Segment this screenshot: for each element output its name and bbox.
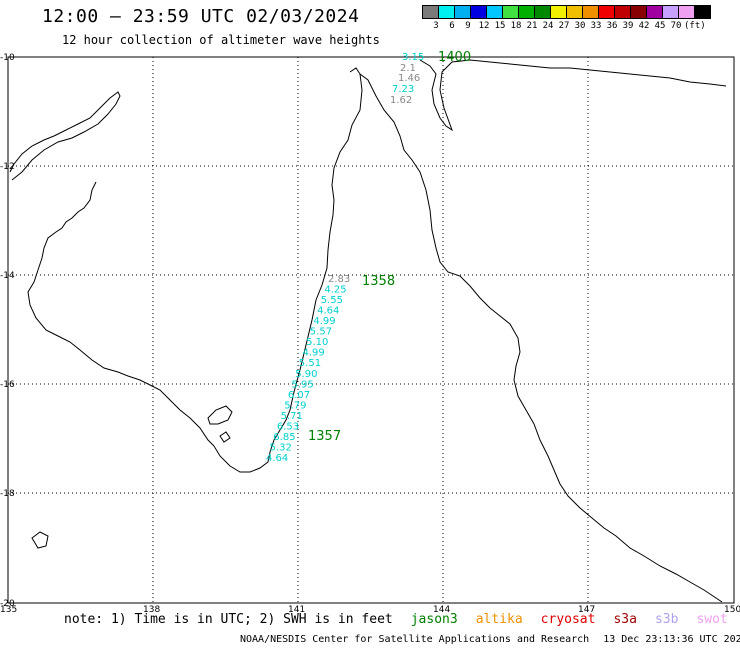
scale-label: 45 [654, 21, 666, 31]
scale-swatch [694, 5, 711, 19]
wave-height-label: 5.71 [281, 411, 303, 422]
color-scale-labels: 3 6 9 12 15 18 21 24 27 30 33 36 39 42 45 70 (ft) [428, 21, 706, 31]
mornington-island [219, 431, 231, 443]
wave-height-label: 5.90 [295, 369, 317, 380]
wave-height-label: 2.83 [328, 274, 350, 285]
scale-label: 33 [590, 21, 602, 31]
coastline [9, 59, 727, 603]
satellite-legend: jason3 altika cryosat s3a s3b swot [393, 612, 728, 627]
wave-height-label: 6.07 [288, 390, 310, 401]
satellite-legend-item: s3b [654, 612, 679, 627]
credit-line: NOAA/NESDIS Center for Satellite Applica… [240, 634, 740, 645]
x-tick-label: 135 [0, 605, 17, 615]
satellite-legend-item: altika [475, 612, 523, 627]
arnhem-coast [9, 91, 121, 181]
wave-height-label: 7.23 [392, 84, 414, 95]
footer-note: note: 1) Time is in UTC; 2) SWH is in fe… [64, 612, 728, 627]
island-left [31, 531, 49, 549]
x-tick-label: 141 [288, 605, 305, 615]
wave-height-label: 5.95 [292, 379, 314, 390]
map-title: 12:00 – 23:59 UTC 02/03/2024 [42, 6, 360, 27]
x-tick-label: 150 [724, 605, 740, 615]
axis-tick-labels: 135 138 141 144 147 150 -10 -12 -14 -16 -18 -20 [0, 53, 740, 615]
pass-time-label: 1357 [308, 429, 341, 444]
north-pass-labels: 3.152.11.467.231.62 [390, 52, 424, 106]
cape-york-west-coast [27, 67, 363, 473]
torres-strait-coast [419, 59, 727, 132]
wellesley-islands [207, 405, 233, 425]
timestamp: 13 Dec 23:13:36 UTC 2024 [603, 634, 740, 645]
wave-height-label: 5.57 [310, 327, 332, 338]
satellite-legend-item: swot [696, 612, 728, 627]
scale-label: 36 [606, 21, 618, 31]
scale-label: 42 [638, 21, 650, 31]
scale-label: 12 [478, 21, 490, 31]
x-tick-label: 144 [433, 605, 450, 615]
scale-label: 24 [542, 21, 554, 31]
wave-height-label: 5.51 [299, 358, 321, 369]
wave-height-color-scale [422, 5, 711, 19]
satellite-legend-item: jason3 [410, 612, 458, 627]
pass-time-label: 1358 [362, 274, 395, 289]
wave-height-label: 4.25 [324, 285, 346, 296]
wave-height-label: 6.53 [277, 421, 299, 432]
scale-label: 3 [433, 21, 439, 31]
x-tick-label: 138 [143, 605, 160, 615]
wave-height-label: 5.79 [284, 400, 306, 411]
pass-time-labels: 1400 1358 1357 [308, 50, 471, 444]
wave-height-label: 4.64 [266, 453, 288, 464]
scale-label: 39 [622, 21, 634, 31]
wave-height-label: 5.55 [321, 295, 343, 306]
scale-label: 15 [494, 21, 506, 31]
graticule [8, 57, 734, 603]
y-tick-label: -18 [0, 489, 15, 499]
wave-height-label: 6.85 [273, 432, 295, 443]
scale-label: 30 [574, 21, 586, 31]
y-tick-label: -20 [0, 599, 15, 609]
scale-label: 21 [526, 21, 538, 31]
wave-height-label: 5.10 [306, 337, 328, 348]
note-text: note: 1) Time is in UTC; 2) SWH is in fe… [64, 612, 393, 627]
scale-label: (ft) [684, 21, 706, 31]
wave-height-label: 4.99 [303, 348, 325, 359]
scale-label: 9 [465, 21, 471, 31]
wave-height-label: 3.15 [402, 52, 424, 63]
satellite-legend-item: s3a [613, 612, 637, 627]
wave-height-label: 1.46 [398, 73, 420, 84]
wave-height-label: 4.64 [317, 306, 339, 317]
y-tick-label: -10 [0, 53, 15, 63]
y-tick-label: -14 [0, 271, 15, 281]
wave-height-label: 1.62 [390, 95, 412, 106]
map-frame [7, 56, 735, 604]
south-pass-labels: 2.834.255.554.644.995.575.104.995.515.90… [266, 274, 350, 464]
scale-label: 6 [449, 21, 455, 31]
map-subtitle: 12 hour collection of altimeter wave hei… [62, 33, 380, 47]
credit-text: NOAA/NESDIS Center for Satellite Applica… [240, 634, 590, 645]
satellite-legend-item: cryosat [540, 612, 596, 627]
scale-label: 18 [510, 21, 522, 31]
pass-time-label: 1400 [438, 50, 471, 65]
wave-height-label: 5.32 [270, 443, 292, 454]
wave-height-label: 4.99 [313, 316, 335, 327]
y-tick-label: -16 [0, 380, 15, 390]
wave-height-label: 2.1 [400, 63, 416, 74]
scale-label: 27 [558, 21, 570, 31]
cape-york-east-coast [359, 73, 723, 603]
x-tick-label: 147 [578, 605, 595, 615]
scale-label: 70 [670, 21, 682, 31]
y-tick-label: -12 [0, 162, 15, 172]
